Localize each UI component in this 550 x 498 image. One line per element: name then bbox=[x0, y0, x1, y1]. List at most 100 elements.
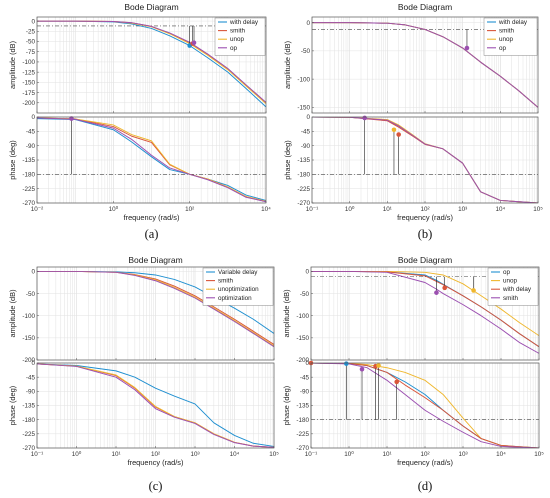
x-tick-label: 10¹ bbox=[382, 451, 391, 458]
series-line-op bbox=[37, 20, 266, 103]
y-tick-label: -75 bbox=[26, 49, 36, 56]
magnitude-markers bbox=[187, 25, 197, 48]
x-tick-label: 10⁰ bbox=[344, 451, 354, 458]
y-tick-label: -45 bbox=[301, 129, 311, 136]
x-tick-label: 10² bbox=[420, 206, 429, 213]
y-tick-label: -90 bbox=[26, 389, 36, 396]
y-tick-label: -150 bbox=[296, 335, 309, 342]
x-tick-label: 10⁴ bbox=[230, 451, 240, 458]
y-tick-label: -45 bbox=[26, 374, 36, 381]
y-tick-label: -50 bbox=[301, 48, 311, 55]
x-tick-label: 10¹ bbox=[383, 206, 392, 213]
y-tick-label: -50 bbox=[26, 39, 36, 46]
x-tick-label: 10⁵ bbox=[269, 451, 279, 458]
y-tick-label: -200 bbox=[22, 357, 35, 364]
magnitude-subplot: 0 -50 -100 -150 amplitude (dB) bbox=[283, 16, 539, 114]
y-tick-label: -100 bbox=[296, 313, 309, 320]
phase-x-ticks: 10⁻¹ 10⁰ 10¹ 10² 10³ 10⁴ 10⁵ bbox=[305, 446, 544, 458]
y-tick-label: -135 bbox=[296, 403, 309, 410]
marker-point bbox=[344, 361, 349, 366]
marker-point bbox=[394, 379, 400, 385]
y-tick-label: -100 bbox=[22, 313, 35, 320]
magnitude-series bbox=[37, 270, 274, 348]
x-tick-label: 10⁻¹ bbox=[305, 451, 317, 458]
chart-title: Bode Diagram bbox=[124, 2, 178, 12]
legend-entry: smith bbox=[230, 28, 246, 35]
phase-x-ticks: 10⁻¹ 10⁰ 10¹ 10² 10³ 10⁴ 10⁵ bbox=[31, 446, 279, 458]
y-tick-label: -90 bbox=[26, 143, 36, 150]
y-tick-label: -90 bbox=[301, 143, 311, 150]
x-tick-label: 10² bbox=[185, 206, 194, 213]
legend-box bbox=[202, 267, 274, 306]
panel-label: (b) bbox=[418, 227, 433, 241]
x-tick-label: 10³ bbox=[458, 206, 467, 213]
series-line-optimization bbox=[37, 363, 274, 448]
chart-title: Bode Diagram bbox=[398, 2, 452, 12]
series-line-op bbox=[37, 117, 266, 203]
y-tick-label: -180 bbox=[22, 172, 35, 179]
legend-entry: with delay bbox=[229, 19, 259, 26]
y-tick-label: -180 bbox=[22, 417, 35, 424]
magnitude-markers bbox=[434, 276, 476, 295]
magnitude-y-ticks: 0 -50 -100 -150 -200 bbox=[296, 269, 313, 364]
series-line-optimization bbox=[37, 270, 274, 348]
legend-entry: unop bbox=[230, 36, 245, 43]
series-line-variable-delay bbox=[37, 363, 274, 447]
bode-panel-c: 0 -50 -100 -150 -200 amplitude (dB) 0 -45 -90 -13… bbox=[8, 255, 279, 493]
phase-y-ticks: 0 -45 -90 -135 -180 -225 -270 bbox=[297, 114, 314, 207]
magnitude-series bbox=[311, 270, 539, 354]
phase-x-ticks: 10⁻¹ 10⁰ 10¹ 10² 10³ 10⁴ 10⁵ bbox=[306, 201, 543, 213]
magnitude-ylabel: amplitude (dB) bbox=[283, 41, 292, 89]
magnitude-grid bbox=[310, 267, 539, 361]
y-tick-label: -150 bbox=[297, 105, 310, 112]
phase-series bbox=[37, 117, 266, 203]
y-tick-label: 0 bbox=[31, 360, 35, 367]
phase-ylabel: phase (deg) bbox=[282, 386, 291, 425]
x-tick-label: 10⁵ bbox=[533, 206, 543, 213]
phase-series bbox=[37, 363, 274, 448]
y-tick-label: -200 bbox=[22, 100, 35, 107]
legend-entry: smith bbox=[503, 295, 519, 302]
phase-markers bbox=[69, 116, 74, 175]
y-tick-label: -50 bbox=[300, 291, 310, 298]
phase-grid bbox=[36, 116, 266, 204]
legend-entry: op bbox=[230, 45, 238, 52]
magnitude-series bbox=[37, 20, 266, 108]
marker-point bbox=[362, 115, 367, 121]
magnitude-frame bbox=[36, 16, 267, 114]
magnitude-grid bbox=[36, 17, 266, 113]
magnitude-ylabel: amplitude (dB) bbox=[8, 289, 17, 337]
y-tick-label: -225 bbox=[297, 186, 310, 193]
x-tick-label: 10⁻¹ bbox=[306, 206, 318, 213]
bode-panel-b: 0 -50 -100 -150 amplitude (dB) 0 -45 -90 -135 -18… bbox=[283, 2, 543, 241]
y-tick-label: -175 bbox=[22, 90, 35, 97]
magnitude-ylabel: amplitude (dB) bbox=[282, 289, 291, 337]
chart-title: Bode Diagram bbox=[128, 255, 182, 265]
x-axis-label: frequency (rad/s) bbox=[124, 213, 180, 222]
x-tick-label: 10³ bbox=[458, 451, 467, 458]
marker-point bbox=[464, 45, 470, 51]
phase-y-ticks: 0 -45 -90 -135 -180 -225 -270 bbox=[22, 360, 39, 452]
y-tick-label: -100 bbox=[22, 59, 35, 66]
y-tick-label: 0 bbox=[306, 20, 310, 27]
magnitude-x-ticks bbox=[36, 111, 267, 113]
series-line-op bbox=[312, 22, 538, 108]
y-tick-label: -125 bbox=[22, 69, 35, 76]
bode-panel-d: 0 -50 -100 -150 -200 amplitude (dB) 0 -45 -90 -13… bbox=[282, 255, 544, 493]
legend-entry: Variable delay bbox=[218, 269, 258, 276]
legend-entry: op bbox=[499, 45, 507, 52]
legend-box bbox=[487, 267, 539, 306]
phase-y-ticks: 0 -45 -90 -135 -180 -225 -270 bbox=[22, 114, 39, 207]
y-tick-label: -45 bbox=[26, 129, 36, 136]
x-axis-label: frequency (rad/s) bbox=[128, 458, 184, 467]
magnitude-x-ticks bbox=[36, 358, 275, 360]
y-tick-label: 0 bbox=[31, 18, 35, 25]
y-tick-label: 0 bbox=[306, 114, 310, 121]
magnitude-subplot: 0 -50 -100 -150 -200 amplitude (dB) bbox=[8, 266, 275, 364]
x-tick-label: 10¹ bbox=[111, 451, 120, 458]
